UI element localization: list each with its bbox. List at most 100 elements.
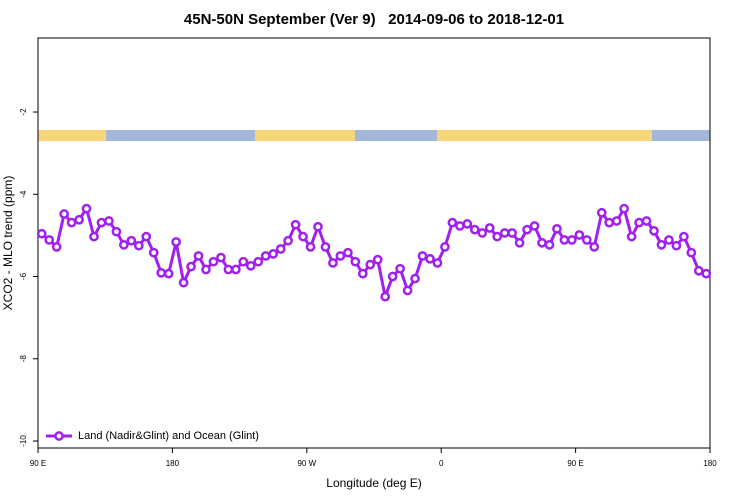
legend-marker [54, 431, 64, 441]
point [477, 228, 488, 238]
point [365, 259, 376, 270]
point [66, 217, 77, 228]
point [231, 264, 241, 275]
x-tick-label: 90 E [567, 459, 583, 468]
point [634, 217, 644, 228]
point [357, 268, 368, 279]
point [626, 231, 637, 242]
point [484, 223, 495, 233]
point [596, 207, 607, 218]
point [559, 235, 570, 245]
point [298, 231, 308, 242]
point [81, 203, 92, 214]
map-strip [38, 130, 710, 141]
y-tick-label: -2 [19, 108, 28, 116]
point [328, 258, 338, 268]
point [216, 252, 226, 263]
point [611, 216, 622, 226]
point [208, 256, 219, 267]
point [686, 247, 697, 258]
point [425, 253, 435, 264]
point [656, 240, 667, 250]
point [238, 256, 249, 267]
point [178, 277, 189, 288]
point [89, 231, 99, 242]
point [693, 265, 704, 276]
point [141, 231, 152, 242]
point [193, 251, 204, 261]
y-tick-label: -6 [19, 272, 28, 280]
point [133, 240, 144, 251]
point [148, 247, 159, 258]
point [641, 216, 652, 226]
point [567, 235, 577, 245]
point [335, 251, 346, 261]
plot-frame [37, 37, 711, 449]
point [455, 221, 465, 231]
point [245, 260, 256, 271]
x-tick-label: 90 W [297, 459, 316, 468]
point [462, 219, 473, 229]
point [260, 251, 271, 261]
x-tick-label: 180 [166, 459, 180, 468]
point [402, 285, 413, 296]
point [51, 242, 62, 252]
point [343, 247, 353, 258]
y-tick-label: -4 [19, 190, 28, 198]
point [290, 219, 301, 230]
point [126, 235, 137, 246]
point [537, 237, 547, 248]
point [313, 221, 323, 232]
point [111, 226, 122, 237]
point [679, 231, 689, 242]
point [649, 226, 659, 236]
point [186, 261, 196, 272]
point [253, 256, 264, 267]
point [395, 263, 405, 274]
point [74, 214, 84, 225]
point [671, 240, 682, 251]
point [119, 240, 129, 250]
x-tick-label: 0 [439, 459, 444, 468]
point [447, 217, 458, 228]
point [223, 264, 234, 275]
point [156, 267, 167, 278]
point [171, 237, 181, 247]
point [581, 235, 592, 245]
x-tick-label: 180 [703, 459, 717, 468]
point [529, 221, 540, 231]
point [350, 256, 361, 267]
point [492, 231, 503, 242]
point [305, 242, 316, 252]
point [36, 228, 47, 239]
point [469, 224, 480, 235]
point [589, 242, 600, 252]
point [201, 264, 211, 275]
point [410, 273, 420, 284]
point [417, 251, 428, 261]
point [275, 244, 286, 254]
point [522, 224, 532, 235]
point [701, 268, 712, 279]
y-tick-label: -8 [19, 355, 28, 363]
point [44, 235, 55, 245]
x-axis-label: Longitude (deg E) [326, 476, 421, 490]
legend-label: Land (Nadir&Glint) and Ocean (Glint) [78, 430, 259, 442]
point [574, 230, 585, 240]
point [432, 258, 443, 268]
point [380, 291, 391, 302]
point [59, 209, 69, 219]
point [283, 235, 293, 246]
point [544, 240, 555, 250]
chart-title: 45N-50N September (Ver 9) 2014-09-06 to … [184, 11, 564, 28]
point [619, 203, 629, 214]
point [604, 217, 615, 228]
point [499, 228, 510, 238]
point [320, 242, 331, 252]
y-axis-label: XCO2 - MLO trend (ppm) [1, 176, 15, 311]
point [163, 268, 174, 279]
point [514, 237, 525, 248]
point [664, 235, 674, 245]
point [96, 217, 107, 228]
